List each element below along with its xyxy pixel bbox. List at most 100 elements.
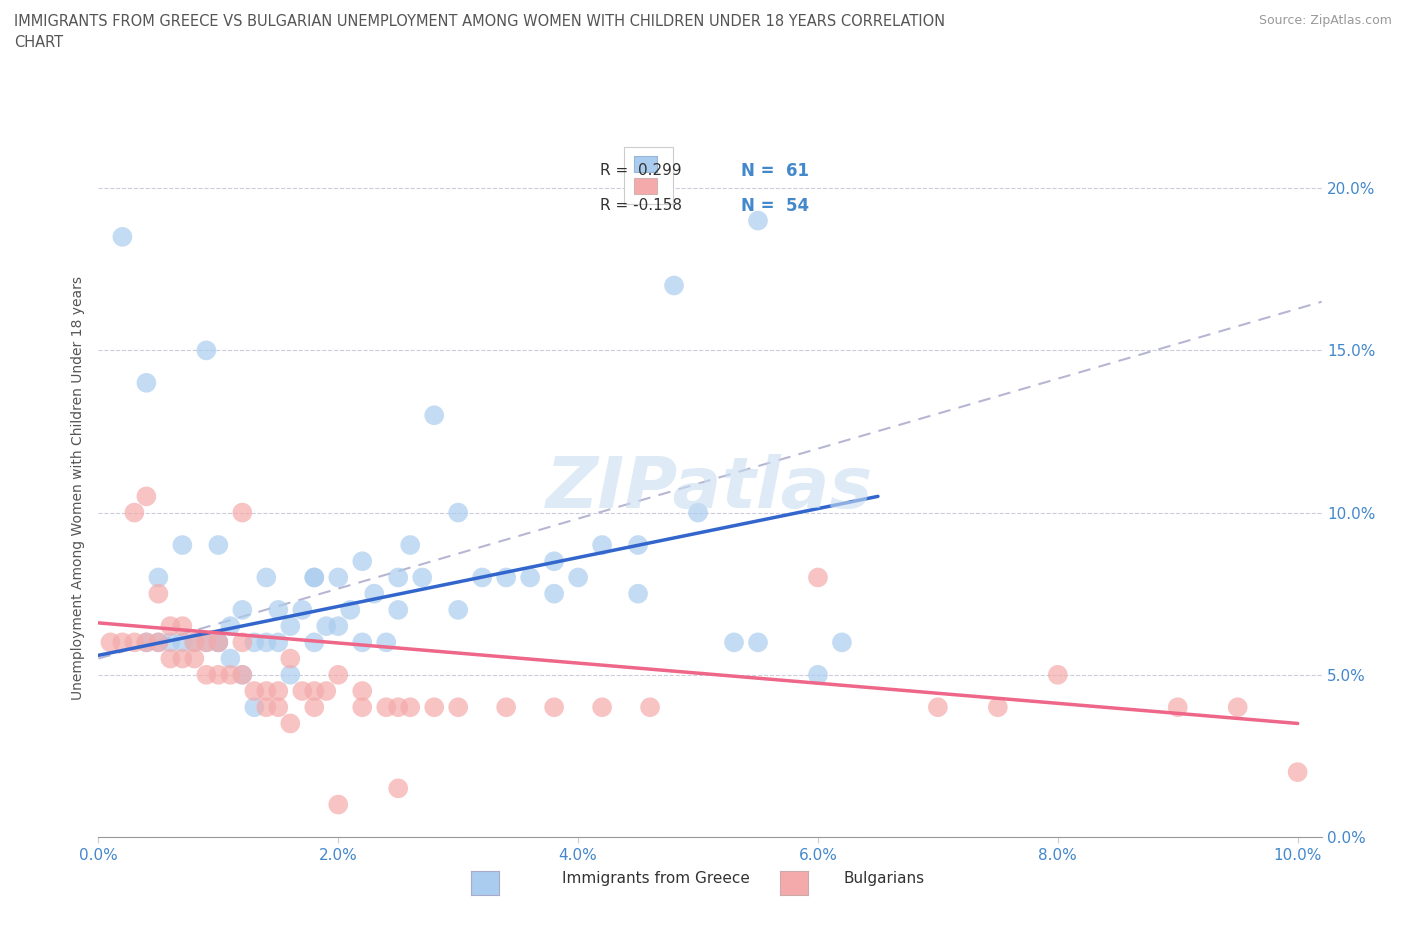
Point <box>172 538 194 552</box>
Text: IMMIGRANTS FROM GREECE VS BULGARIAN UNEMPLOYMENT AMONG WOMEN WITH CHILDREN UNDER: IMMIGRANTS FROM GREECE VS BULGARIAN UNEM… <box>14 14 945 29</box>
Point <box>231 668 253 683</box>
Point <box>195 635 218 650</box>
Point <box>267 699 290 714</box>
Point <box>471 570 494 585</box>
Point <box>387 570 409 585</box>
Point <box>100 635 122 650</box>
Point <box>172 618 194 633</box>
Point <box>267 603 290 618</box>
Point <box>807 570 830 585</box>
Point <box>159 635 181 650</box>
Point <box>231 635 253 650</box>
Point <box>352 635 374 650</box>
Point <box>243 699 266 714</box>
Point <box>495 699 517 714</box>
Point <box>183 635 205 650</box>
Point <box>387 699 409 714</box>
Point <box>447 603 470 618</box>
Point <box>111 230 134 245</box>
Point <box>148 586 170 601</box>
Point <box>219 618 242 633</box>
Point <box>172 651 194 666</box>
Point <box>304 635 326 650</box>
Text: ZIPatlas: ZIPatlas <box>547 454 873 523</box>
Point <box>148 635 170 650</box>
Point <box>291 684 314 698</box>
Point <box>207 635 229 650</box>
Text: N =  54: N = 54 <box>741 197 808 215</box>
Point <box>291 603 314 618</box>
Point <box>278 716 301 731</box>
Point <box>219 668 242 683</box>
Point <box>1226 699 1249 714</box>
Point <box>339 603 361 618</box>
Point <box>315 684 337 698</box>
Text: CHART: CHART <box>14 35 63 50</box>
Point <box>662 278 685 293</box>
Point <box>591 699 613 714</box>
Point <box>195 343 218 358</box>
Point <box>111 635 134 650</box>
Point <box>831 635 853 650</box>
Point <box>278 668 301 683</box>
Point <box>591 538 613 552</box>
Point <box>219 651 242 666</box>
Point <box>387 603 409 618</box>
Text: R = -0.158: R = -0.158 <box>600 198 682 213</box>
Point <box>135 489 157 504</box>
Point <box>124 505 146 520</box>
Point <box>328 618 350 633</box>
Point <box>1167 699 1189 714</box>
Point <box>148 570 170 585</box>
Point <box>519 570 541 585</box>
Point <box>375 699 398 714</box>
Point <box>352 699 374 714</box>
Point <box>124 635 146 650</box>
Point <box>207 635 229 650</box>
Point <box>747 635 769 650</box>
Point <box>328 668 350 683</box>
Point <box>423 699 446 714</box>
Point <box>375 635 398 650</box>
Point <box>254 684 277 698</box>
Point <box>243 635 266 650</box>
Point <box>278 618 301 633</box>
Point <box>183 635 205 650</box>
Point <box>807 668 830 683</box>
Point <box>159 618 181 633</box>
Point <box>195 635 218 650</box>
Point <box>135 376 157 391</box>
Point <box>495 570 517 585</box>
Point <box>567 570 589 585</box>
Point <box>207 635 229 650</box>
Point <box>543 553 565 568</box>
Point <box>231 505 253 520</box>
Point <box>243 684 266 698</box>
Point <box>627 538 650 552</box>
Point <box>254 699 277 714</box>
Point <box>399 538 422 552</box>
Y-axis label: Unemployment Among Women with Children Under 18 years: Unemployment Among Women with Children U… <box>70 276 84 700</box>
Point <box>686 505 709 520</box>
Point <box>195 668 218 683</box>
Text: R =  0.299: R = 0.299 <box>600 164 682 179</box>
Point <box>723 635 745 650</box>
Point <box>315 618 337 633</box>
Legend: , : , <box>624 147 673 204</box>
Point <box>987 699 1010 714</box>
Point <box>543 699 565 714</box>
Point <box>399 699 422 714</box>
Point <box>1286 764 1309 779</box>
Point <box>447 505 470 520</box>
Point <box>304 570 326 585</box>
Text: N =  61: N = 61 <box>741 162 808 179</box>
Point <box>352 684 374 698</box>
Text: Source: ZipAtlas.com: Source: ZipAtlas.com <box>1258 14 1392 27</box>
Point <box>304 570 326 585</box>
Point <box>207 538 229 552</box>
Point <box>411 570 433 585</box>
Point <box>747 213 769 228</box>
Point <box>148 635 170 650</box>
Text: Bulgarians: Bulgarians <box>844 871 925 886</box>
Point <box>304 699 326 714</box>
